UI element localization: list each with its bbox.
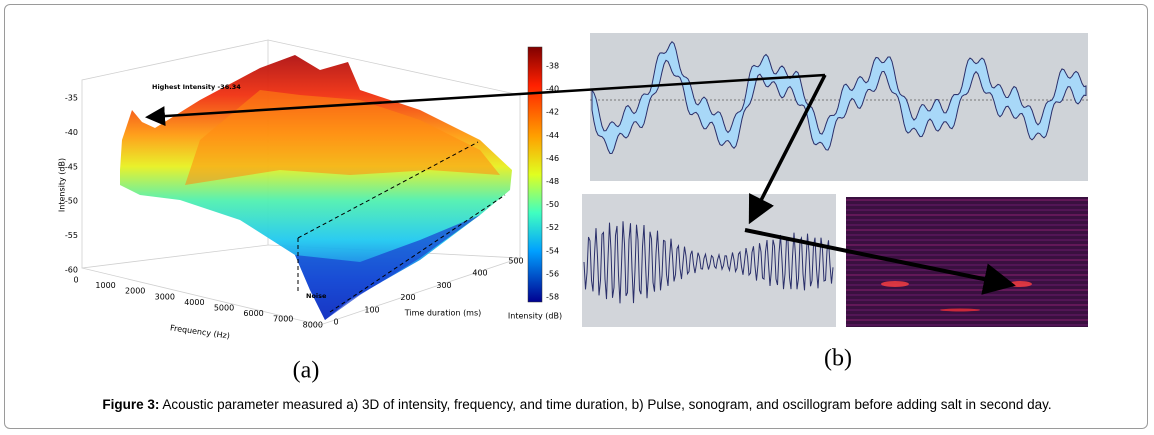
z-tick-label: -50: [65, 197, 78, 206]
caption-label: Figure 3:: [102, 397, 160, 412]
sonogram-band: [846, 239, 1088, 241]
noise-guides: [297, 141, 506, 313]
sonogram-band: [846, 204, 1088, 206]
x-tick-label: 5000: [214, 304, 234, 313]
pulse: [582, 194, 836, 327]
colorbar-tick-label: -52: [546, 223, 559, 232]
sonogram-band: [846, 249, 1088, 251]
sonogram-band: [846, 259, 1088, 261]
sonogram-band: [846, 284, 1088, 286]
waveforms: [583, 41, 1088, 326]
colorbar-tick-label: -46: [546, 154, 559, 163]
sonogram-band: [846, 254, 1088, 256]
x-tick-label: 7000: [273, 315, 293, 324]
z-tick-label: -60: [65, 266, 78, 275]
figure-frame: [4, 4, 1148, 429]
colorbar-title: Intensity (dB): [508, 312, 562, 321]
colorbar-tick-label: -54: [546, 246, 559, 255]
surface-front: [295, 215, 480, 320]
arrow: [744, 228, 1016, 295]
sonogram-band: [846, 304, 1088, 306]
sonogram-band: [846, 234, 1088, 236]
pulse-wave: [583, 221, 834, 304]
arrow: [748, 74, 827, 225]
arrow: [145, 73, 826, 127]
colorbar-tick-label: -56: [546, 269, 559, 278]
figure: Highest Intensity -36.34 Noise Intensity…: [58, 33, 1088, 384]
sonogram-hotspot: [1008, 281, 1032, 287]
z-tick-label: -45: [65, 162, 78, 171]
y-tick-label: 100: [364, 305, 379, 314]
z-tick-label: -35: [65, 94, 78, 103]
sonogram-band: [846, 294, 1088, 296]
sonogram-band: [846, 279, 1088, 281]
caption: Figure 3: Acoustic parameter measured a)…: [0, 397, 1154, 412]
y-tick-label: 400: [472, 269, 487, 278]
colorbar-tick-label: -38: [546, 62, 559, 71]
sonogram-band: [846, 244, 1088, 246]
x-tick-label: 0: [73, 276, 78, 285]
sonogram-hotspot: [940, 308, 980, 312]
colorbar-tick-label: -48: [546, 177, 559, 186]
y-tick-label: 500: [508, 257, 523, 266]
z-axis-title: Intensity (dB): [58, 158, 67, 212]
colorbar: [527, 46, 543, 303]
sonogram-band: [846, 319, 1088, 321]
colorbar-tick-label: -44: [546, 131, 559, 140]
x-tick-label: 1000: [95, 281, 115, 290]
colorbar-tick-label: -50: [546, 200, 559, 209]
sonogram-band: [846, 199, 1088, 201]
sonogram-band: [846, 269, 1088, 271]
z-tick-label: -40: [65, 128, 78, 137]
x-tick-label: 6000: [243, 309, 263, 318]
x-tick-label: 3000: [155, 292, 175, 301]
sonogram-band: [846, 214, 1088, 216]
x-tick-label: 4000: [184, 298, 204, 307]
colorbar-tick-label: -40: [546, 85, 559, 94]
x-axis-title: Frequency (Hz): [170, 323, 231, 340]
noise-annotation: Noise: [306, 292, 327, 300]
panel-label: (a): [293, 358, 320, 384]
sonogram-band: [846, 219, 1088, 221]
sonogram: [846, 197, 1088, 327]
sonogram-band: [846, 224, 1088, 226]
y-axis-title: Time duration (ms): [404, 309, 482, 318]
sonogram-band: [846, 314, 1088, 316]
z-tick-label: -55: [65, 231, 78, 240]
x-tick-label: 8000: [303, 320, 323, 329]
colorbar-tick-label: -58: [546, 293, 559, 302]
y-tick-label: 300: [436, 281, 451, 290]
sonogram-band: [846, 229, 1088, 231]
peak-annotation: Highest Intensity -36.34: [152, 83, 241, 91]
caption-text: Acoustic parameter measured a) 3D of int…: [162, 397, 1052, 412]
y-tick-label: 0: [333, 318, 338, 327]
sonogram-band: [846, 324, 1088, 326]
sonogram-hotspot: [881, 281, 909, 287]
sonogram-band: [846, 264, 1088, 266]
sonogram-band: [846, 209, 1088, 211]
sonogram-band: [846, 289, 1088, 291]
surface-ridge: [185, 90, 500, 185]
sonogram-band: [846, 299, 1088, 301]
colorbar-tick-label: -42: [546, 108, 559, 117]
y-tick-label: 200: [400, 293, 415, 302]
x-tick-label: 2000: [125, 287, 145, 296]
oscillogram-wave: [591, 41, 1087, 154]
panel-label: (b): [824, 346, 852, 372]
